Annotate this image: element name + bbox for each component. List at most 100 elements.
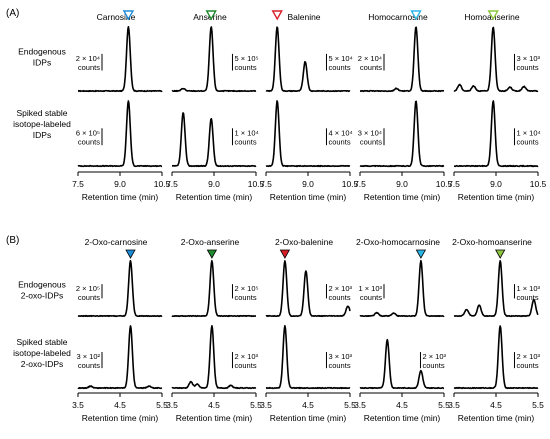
x-axis-label-carnosine: Retention time (min) — [82, 192, 159, 202]
scale-unit-2-oxo-carnosine-row0: counts — [78, 293, 100, 302]
trace-homoanserine-row0 — [453, 26, 539, 93]
trace-carnosine-row1 — [77, 100, 163, 168]
x-tick-label-balenine-2: 10.5 — [342, 179, 359, 189]
trace-2-oxo-homocarnosine-row0 — [359, 259, 445, 318]
row-label-b-1-2: 2-oxo-IDPs — [21, 359, 64, 369]
trace-2-oxo-balenine-row0 — [265, 260, 351, 318]
x-axis-label-2-oxo-homocarnosine: Retention time (min) — [364, 413, 441, 423]
scale-unit-2-oxo-homoanserine-row0: counts — [516, 293, 538, 302]
trace-carnosine-row0 — [77, 25, 163, 93]
scale-value-2-oxo-carnosine-row1: 3 × 10² — [76, 352, 100, 361]
panel-label-b: (B) — [6, 235, 19, 246]
chart-title-2-oxo-carnosine: 2-Oxo-carnosine — [85, 237, 148, 247]
x-axis-label-2-oxo-anserine: Retention time (min) — [176, 413, 253, 423]
scale-unit-anserine-row1: counts — [234, 137, 256, 146]
scale-value-carnosine-row0: 2 × 10⁴ — [76, 54, 100, 63]
trace-homocarnosine-row1 — [359, 100, 445, 168]
scale-value-balenine-row1: 4 × 10⁴ — [328, 128, 352, 137]
scale-unit-2-oxo-balenine-row1: counts — [328, 361, 350, 370]
x-tick-label-homoanserine-1: 9.0 — [490, 179, 502, 189]
x-tick-label-carnosine-1: 9.0 — [114, 179, 126, 189]
x-tick-label-2-oxo-anserine-0: 3.5 — [166, 400, 178, 410]
scale-value-balenine-row0: 5 × 10⁴ — [328, 54, 352, 63]
x-tick-label-homocarnosine-2: 10.5 — [436, 179, 453, 189]
marker-anserine — [205, 10, 217, 21]
scale-unit-2-oxo-anserine-row0: counts — [234, 293, 256, 302]
x-tick-label-2-oxo-homoanserine-0: 3.5 — [448, 400, 460, 410]
x-tick-label-anserine-2: 10.5 — [248, 179, 265, 189]
x-tick-label-2-oxo-homocarnosine-2: 5.5 — [438, 400, 450, 410]
scale-unit-anserine-row0: counts — [234, 63, 256, 72]
chart-2-oxo-carnosine: 2-Oxo-carnosine 3.5 4.5 5.5 Retention time (… — [72, 237, 168, 423]
chart-title-2-oxo-balenine: 2-Oxo-balenine — [275, 237, 333, 247]
chart-2-oxo-homocarnosine: 2-Oxo-homocarnosine 3.5 4.5 5.5 Retention ti… — [354, 237, 450, 423]
x-tick-label-homoanserine-2: 10.5 — [530, 179, 547, 189]
x-tick-label-2-oxo-homoanserine-1: 4.5 — [490, 400, 502, 410]
trace-2-oxo-carnosine-row0 — [77, 259, 163, 318]
x-tick-label-carnosine-0: 7.5 — [72, 179, 84, 189]
trace-homoanserine-row1 — [453, 100, 539, 168]
row-label-a-0-1: IDPs — [33, 58, 51, 68]
trace-balenine-row0 — [265, 26, 351, 93]
trace-2-oxo-homoanserine-row0 — [453, 259, 539, 318]
trace-2-oxo-anserine-row1 — [171, 325, 257, 390]
marker-homoanserine — [487, 10, 499, 21]
scale-value-2-oxo-homoanserine-row0: 1 × 10³ — [516, 284, 540, 293]
scale-value-homocarnosine-row1: 3 × 10⁴ — [358, 128, 382, 137]
x-axis-label-anserine: Retention time (min) — [176, 192, 253, 202]
x-tick-label-balenine-1: 9.0 — [302, 179, 314, 189]
marker-2-oxo-balenine — [279, 249, 291, 259]
scale-value-2-oxo-balenine-row0: 2 × 10³ — [328, 284, 352, 293]
scale-unit-2-oxo-homocarnosine-row0: counts — [360, 293, 382, 302]
trace-2-oxo-homoanserine-row1 — [453, 325, 539, 390]
row-label-b-1-0: Spiked stable — [16, 337, 67, 347]
chart-balenine: Balenine 7.5 9.0 10.5 Retention time (min) 5 … — [260, 10, 359, 202]
row-label-b-0-1: 2-oxo-IDPs — [21, 291, 64, 301]
x-tick-label-2-oxo-balenine-2: 5.5 — [344, 400, 356, 410]
x-axis-label-homocarnosine: Retention time (min) — [364, 192, 441, 202]
marker-2-oxo-anserine — [206, 249, 218, 259]
x-tick-label-2-oxo-carnosine-1: 4.5 — [114, 400, 126, 410]
scale-unit-2-oxo-anserine-row1: counts — [234, 361, 256, 370]
x-tick-label-balenine-0: 7.5 — [260, 179, 272, 189]
scale-value-carnosine-row1: 6 × 10⁵ — [76, 128, 100, 137]
trace-homocarnosine-row0 — [359, 26, 445, 93]
scale-value-2-oxo-homocarnosine-row1: 2 × 10³ — [422, 352, 446, 361]
row-label-a-1-2: IDPs — [33, 130, 51, 140]
x-tick-label-anserine-0: 7.5 — [166, 179, 178, 189]
trace-2-oxo-homocarnosine-row1 — [359, 338, 445, 390]
trace-2-oxo-balenine-row1 — [265, 324, 351, 390]
chart-homocarnosine: Homocarnosine 7.5 9.0 10.5 Retention time (m… — [354, 10, 453, 202]
scale-unit-homocarnosine-row1: counts — [360, 137, 382, 146]
chart-carnosine: Carnosine 7.5 9.0 10.5 Retention time (min) 2… — [72, 10, 171, 202]
scale-unit-homoanserine-row0: counts — [516, 63, 538, 72]
marker-homocarnosine — [410, 10, 422, 21]
trace-balenine-row1 — [265, 100, 351, 168]
scale-unit-2-oxo-homoanserine-row1: counts — [516, 361, 538, 370]
scale-unit-carnosine-row1: counts — [78, 137, 100, 146]
row-label-b-1-1: isotope-labeled — [13, 348, 71, 358]
x-tick-label-2-oxo-homoanserine-2: 5.5 — [532, 400, 544, 410]
x-tick-label-2-oxo-carnosine-0: 3.5 — [72, 400, 84, 410]
scale-value-2-oxo-homocarnosine-row0: 1 × 10³ — [358, 284, 382, 293]
scale-unit-carnosine-row0: counts — [78, 63, 100, 72]
x-axis-label-2-oxo-homoanserine: Retention time (min) — [458, 413, 535, 423]
panel-label-a: (A) — [6, 8, 19, 19]
x-tick-label-anserine-1: 9.0 — [208, 179, 220, 189]
x-tick-label-2-oxo-anserine-1: 4.5 — [208, 400, 220, 410]
scale-value-2-oxo-anserine-row1: 2 × 10³ — [234, 352, 258, 361]
scale-unit-2-oxo-balenine-row0: counts — [328, 293, 350, 302]
marker-balenine — [271, 10, 283, 21]
x-tick-label-homocarnosine-0: 7.5 — [354, 179, 366, 189]
chart-title-carnosine: Carnosine — [97, 12, 136, 22]
x-axis-label-balenine: Retention time (min) — [270, 192, 347, 202]
scale-value-2-oxo-carnosine-row0: 2 × 10⁵ — [76, 284, 100, 293]
x-axis-label-2-oxo-carnosine: Retention time (min) — [82, 413, 159, 423]
scale-value-2-oxo-homoanserine-row1: 2 × 10³ — [516, 352, 540, 361]
scale-unit-2-oxo-carnosine-row1: counts — [78, 361, 100, 370]
x-axis-label-2-oxo-balenine: Retention time (min) — [270, 413, 347, 423]
trace-anserine-row0 — [171, 26, 257, 93]
chart-title-balenine: Balenine — [287, 12, 320, 22]
